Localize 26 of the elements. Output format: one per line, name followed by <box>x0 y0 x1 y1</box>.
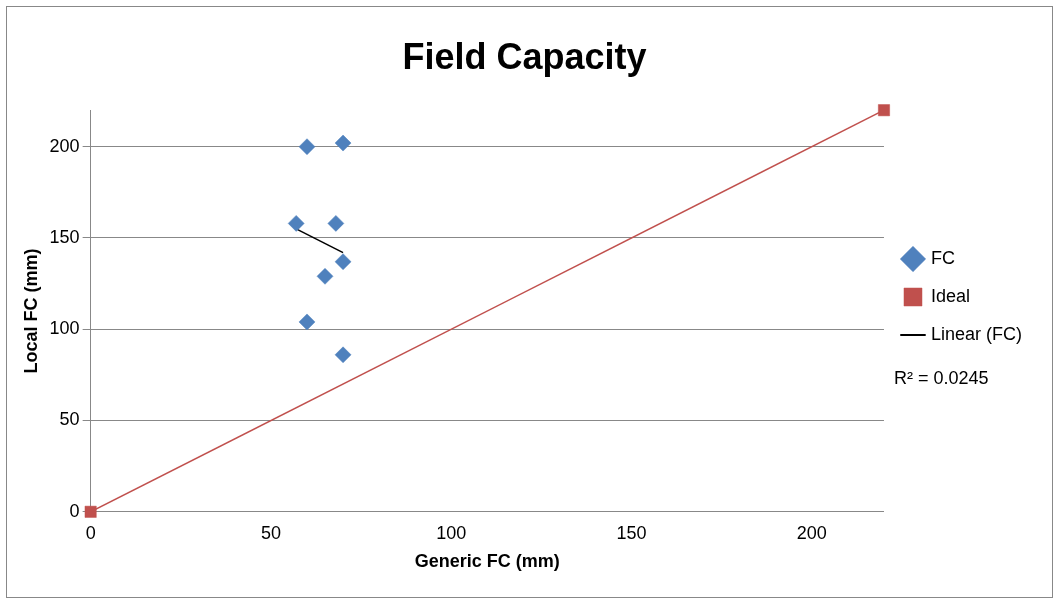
point <box>878 104 890 117</box>
x-tick-label: 100 <box>436 522 467 543</box>
y-tick-label: 100 <box>49 318 80 339</box>
y-axis-title: Local FC (mm) <box>20 248 41 374</box>
point <box>334 346 352 364</box>
x-axis-title: Generic FC (mm) <box>414 551 560 572</box>
point <box>334 253 352 270</box>
point <box>287 215 305 232</box>
x-tick-label: 0 <box>85 522 96 543</box>
point <box>298 313 316 331</box>
legend-label: Linear (FC) <box>930 323 1023 344</box>
text: R² = 0.0245 <box>893 368 989 388</box>
x-tick-label: 150 <box>616 522 647 543</box>
x-tick-label: 200 <box>796 522 827 543</box>
point <box>334 134 352 152</box>
legend-label: FC <box>930 247 955 268</box>
point <box>298 138 316 155</box>
y-tick-label: 200 <box>49 135 80 156</box>
point <box>316 268 334 285</box>
y-tick-label: 150 <box>49 226 80 247</box>
point <box>327 215 345 232</box>
legend-label: Ideal <box>930 285 971 306</box>
chart-title: Field Capacity <box>402 35 647 77</box>
y-tick-label: 0 <box>69 500 80 521</box>
x-tick-label: 50 <box>260 522 281 543</box>
y-tick-label: 50 <box>59 409 80 430</box>
